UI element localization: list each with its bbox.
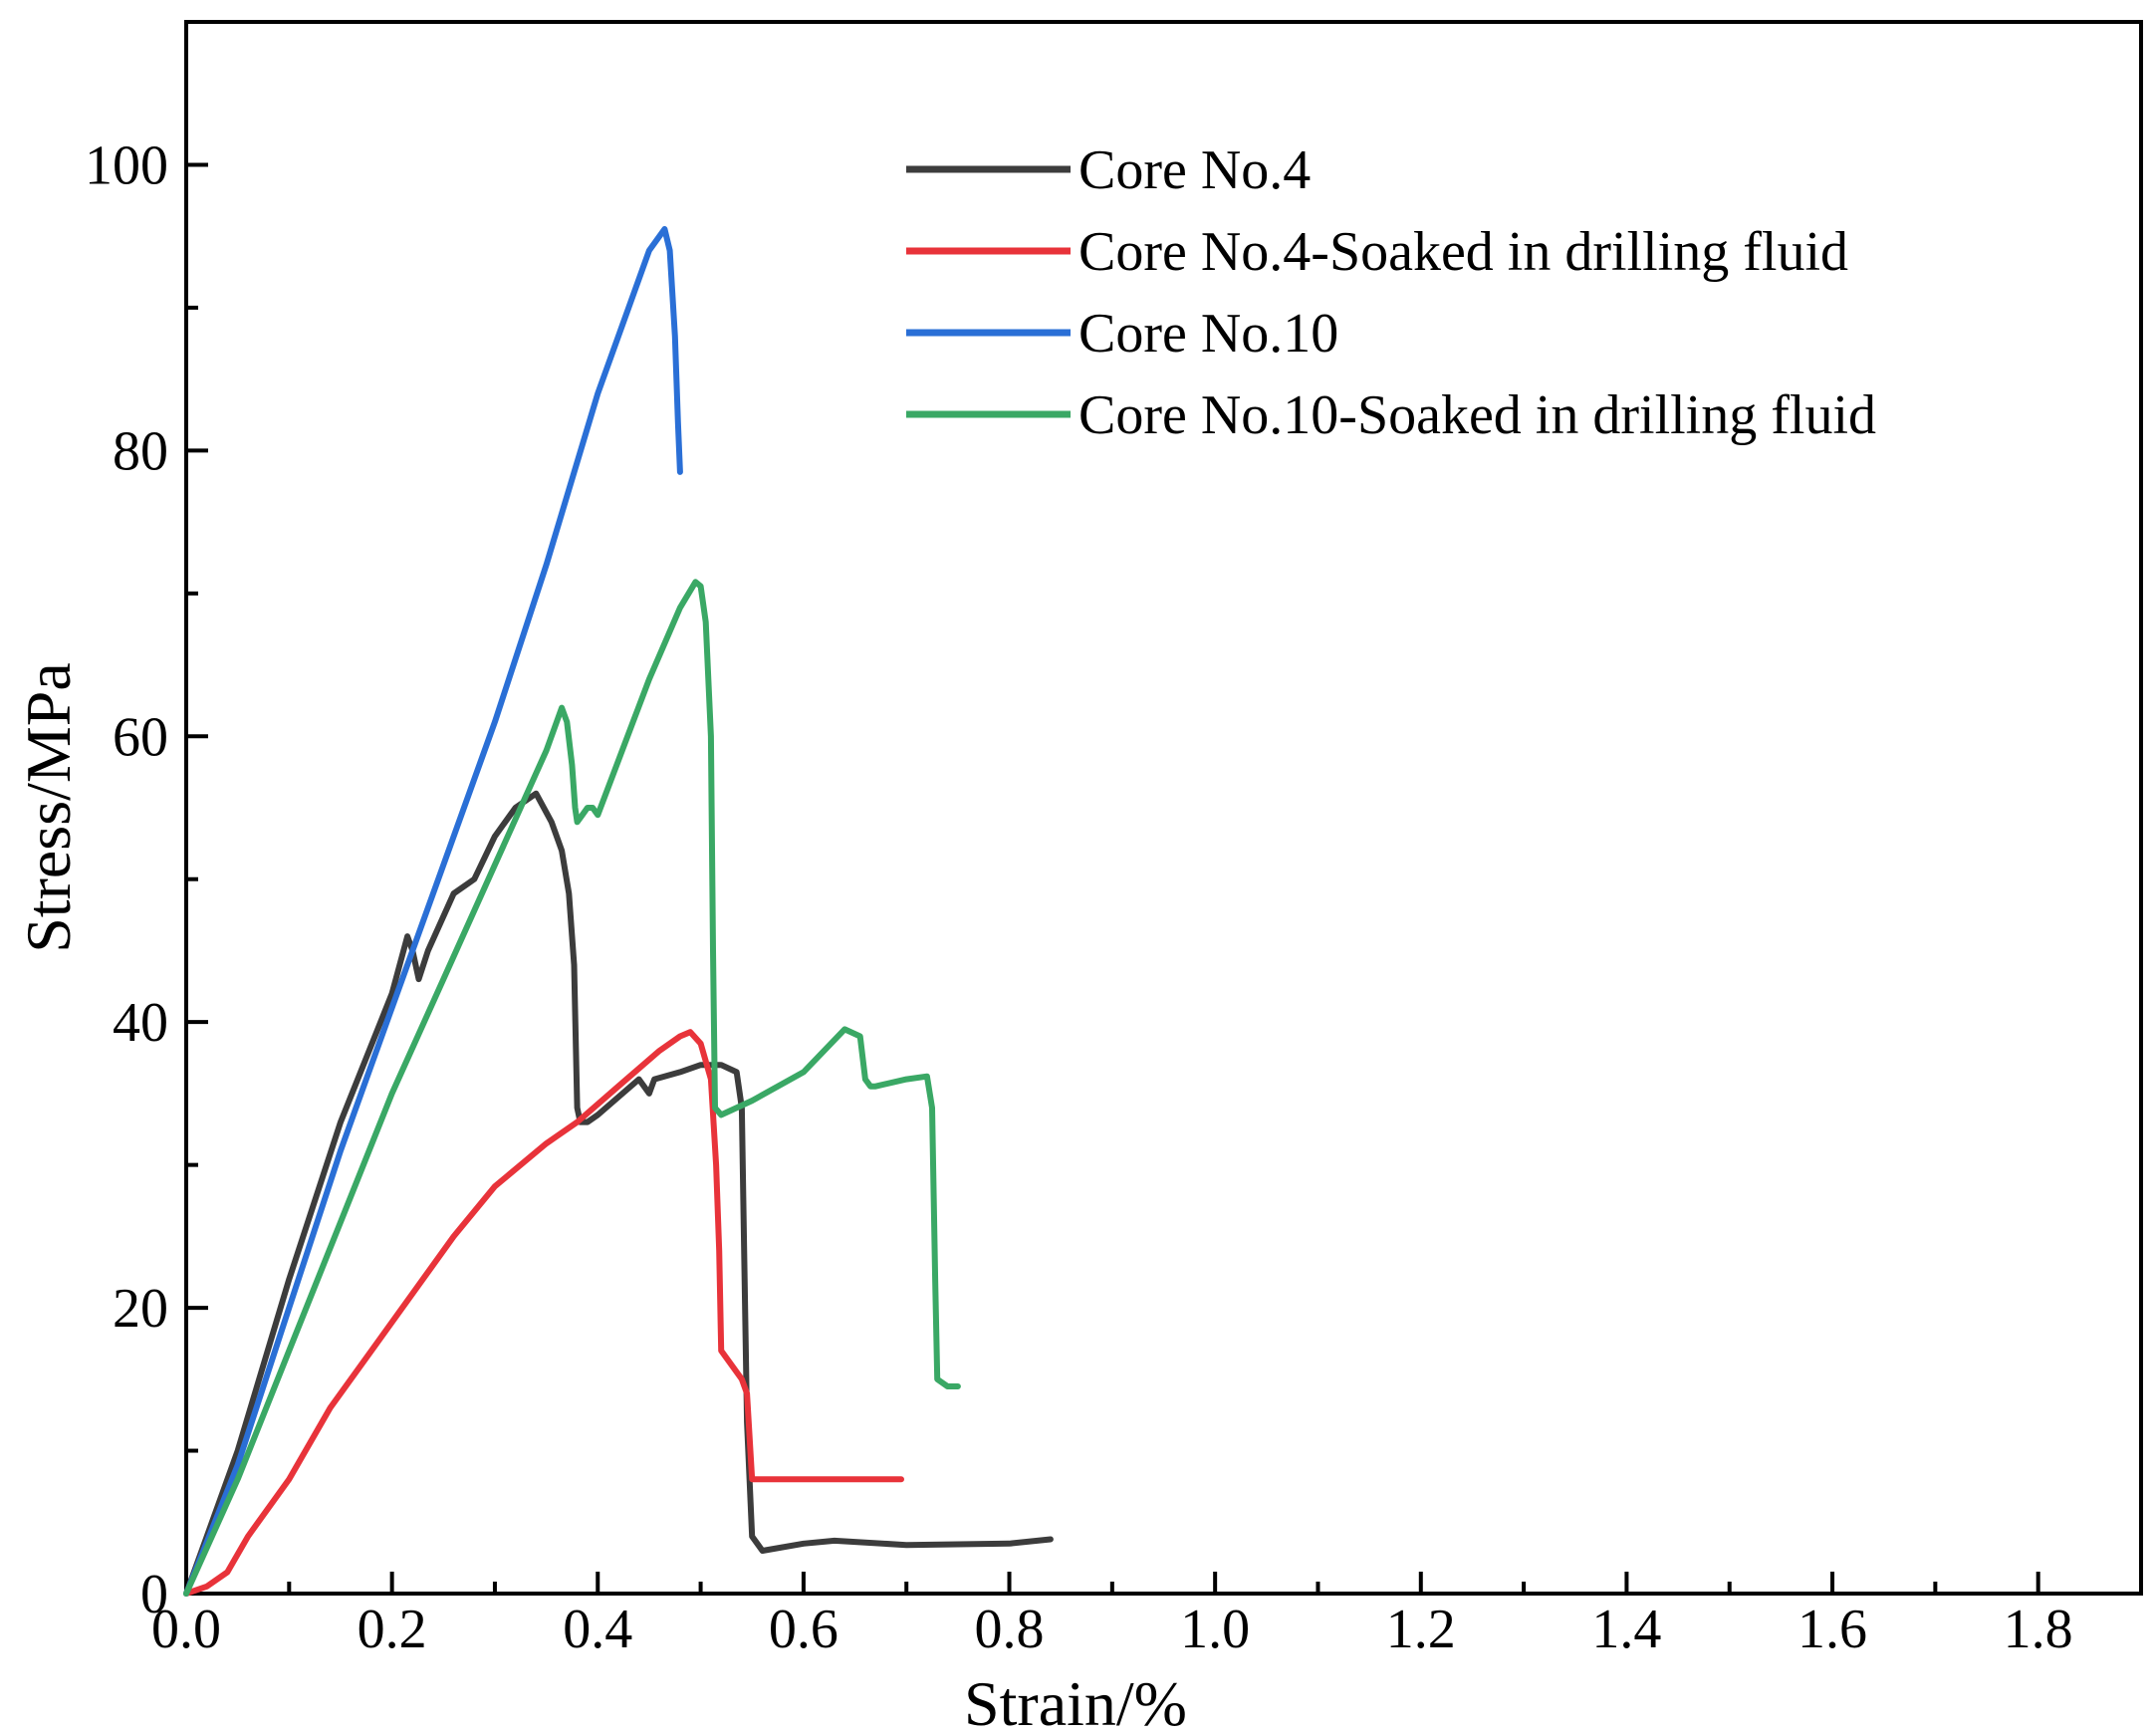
x-tick-label: 0.0 — [151, 1599, 221, 1660]
x-tick-label: 1.8 — [2004, 1599, 2073, 1660]
x-tick-label: 0.4 — [563, 1599, 632, 1660]
x-tick-label: 1.2 — [1386, 1599, 1456, 1660]
legend-label-2: Core No.4-Soaked in drilling fluid — [1078, 221, 1848, 283]
legend-label-3: Core No.10 — [1078, 303, 1338, 365]
legend: Core No.4 Core No.4-Soaked in drilling fl… — [906, 139, 1876, 446]
y-axis-title: Stress/MPa — [13, 662, 84, 953]
x-tick-label: 0.8 — [975, 1599, 1045, 1660]
axis-tick-labels: 0.0 0.2 0.4 0.6 0.8 1.0 1.2 1.4 1.6 1.8 0 20 40 60 80 1… — [85, 134, 2073, 1660]
y-tick-label: 40 — [113, 992, 168, 1054]
series-lines — [183, 226, 1054, 1597]
x-axis-title: Strain/% — [964, 1668, 1187, 1736]
legend-label-1: Core No.4 — [1078, 139, 1311, 201]
series-line-3 — [183, 226, 683, 1597]
y-tick-label: 80 — [113, 420, 168, 482]
legend-label-4: Core No.10-Soaked in drilling fluid — [1078, 384, 1876, 446]
x-tick-label: 1.4 — [1591, 1599, 1661, 1660]
y-tick-label: 0 — [140, 1564, 168, 1625]
y-tick-label: 20 — [113, 1278, 168, 1340]
x-tick-label: 0.2 — [358, 1599, 427, 1660]
axis-ticks — [184, 162, 2040, 1596]
series-line-1 — [183, 790, 1054, 1597]
y-tick-label: 100 — [85, 134, 168, 196]
plot-frame — [184, 20, 2143, 1596]
x-tick-label: 1.0 — [1180, 1599, 1250, 1660]
series-line-4 — [183, 579, 961, 1597]
x-tick-label: 1.6 — [1797, 1599, 1867, 1660]
y-tick-label: 60 — [113, 706, 168, 768]
x-tick-label: 0.6 — [769, 1599, 838, 1660]
series-line-2 — [183, 1029, 904, 1597]
